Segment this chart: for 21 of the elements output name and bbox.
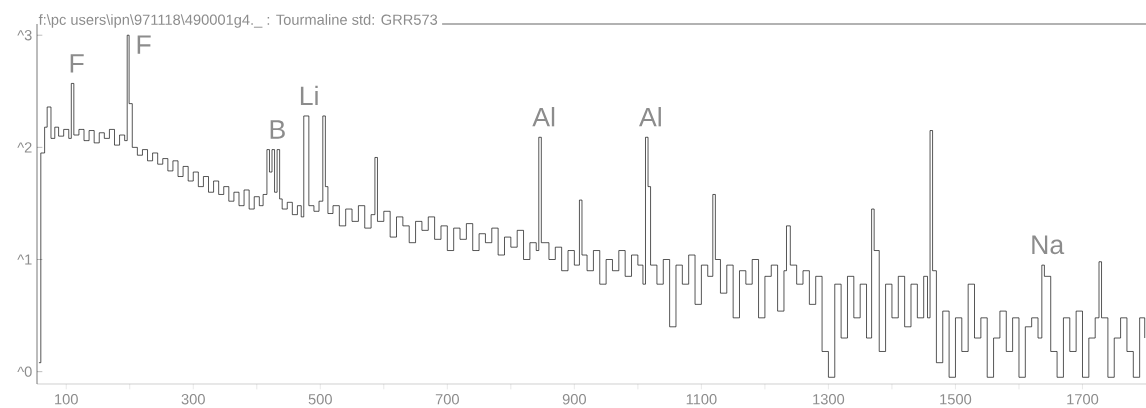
y-tick-label: ^2 [17,142,32,153]
x-tick-label: 1100 [686,394,717,405]
x-tick-label: 500 [308,394,332,405]
x-tick-label: 1300 [813,394,845,405]
x-tick-label: 900 [562,394,586,405]
chart-title: f:\pc users\ipn\971118\490001g4._ : Tourmaline std: GRR573 [38,14,438,28]
x-tick-label: 700 [435,394,459,405]
y-tick-label: ^1 [17,254,32,265]
y-tick-label: ^3 [17,30,32,41]
x-tick-label: 1700 [1067,394,1099,405]
annotation: F [70,54,84,73]
annotation: F [137,35,151,54]
x-tick-label: 300 [181,394,205,405]
y-tick-label: ^0 [17,366,32,377]
x-tick-label: 100 [55,394,78,405]
annotation: Li [300,85,318,106]
annotation: Na [1032,235,1065,255]
annotation: B [270,120,285,139]
annotation: Al [639,107,661,127]
annotation: Al [532,107,555,127]
x-tick-label: 1500 [940,394,972,405]
